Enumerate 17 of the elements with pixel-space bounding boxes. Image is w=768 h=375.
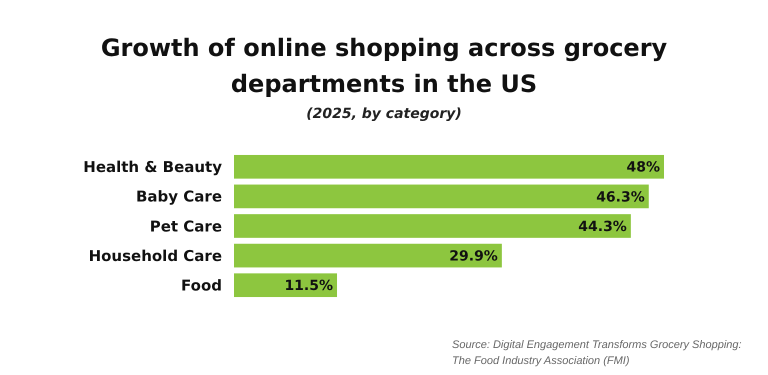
- data-label: 46.3%: [596, 189, 645, 206]
- y-tick-label: Pet Care: [150, 217, 222, 236]
- data-label: 29.9%: [449, 248, 498, 264]
- y-tick-label: Health & Beauty: [83, 158, 222, 176]
- bar: [234, 244, 502, 268]
- chart-subtitle: (2025, by category): [306, 106, 462, 122]
- y-tick-label: Baby Care: [136, 188, 222, 206]
- chart-title: Growth of online shopping across grocery departments in the US: [100, 34, 668, 98]
- data-label: 44.3%: [578, 218, 627, 235]
- data-label: 48%: [626, 160, 660, 176]
- y-tick-label: Food: [181, 276, 222, 294]
- data-label: 11.5%: [284, 278, 334, 294]
- source-note: Source: Digital Engagement Transforms Grocery Shopping: The Food Industry Association (FMI): [452, 339, 742, 367]
- y-tick-label: Household Care: [88, 246, 222, 265]
- bar: [234, 154, 664, 179]
- bar: [234, 214, 631, 238]
- bar: [234, 184, 649, 208]
